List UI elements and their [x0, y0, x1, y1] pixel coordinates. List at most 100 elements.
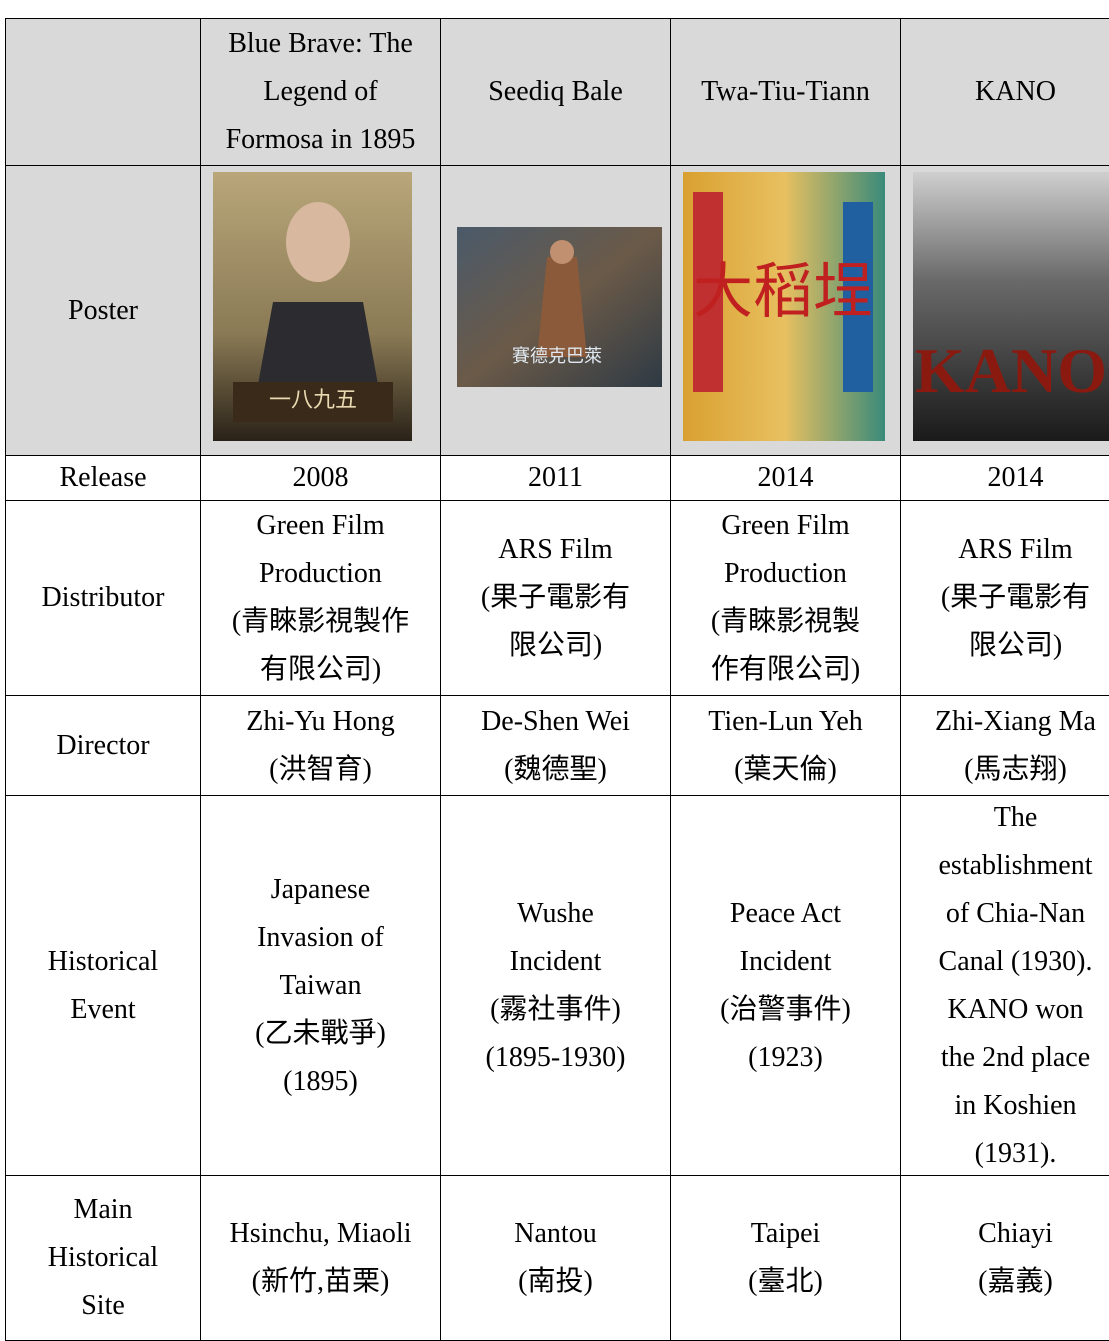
cell-line: Green Film	[256, 510, 385, 541]
table-cell: 2014	[670, 455, 901, 501]
cell-line: Canal (1930).	[938, 945, 1093, 977]
table-cell: De-Shen Wei (魏德聖)	[440, 695, 671, 796]
table: Chiayi (嘉義) Taipei (臺北) Nantou (南投) Hsinchu, M…	[5, 18, 1109, 1341]
cell-line: the 2nd place	[940, 1041, 1091, 1073]
cell-line: Hsinchu, Miaoli	[229, 1218, 412, 1249]
header-cell: Blue Brave: The Legend of Formosa in 1895	[200, 18, 441, 166]
cell-line: (洪智育)	[269, 753, 372, 785]
row-label: Distributor	[5, 500, 201, 696]
table-cell: Peace Act Incident (治警事件) (1923)	[670, 795, 901, 1176]
cell-line: 2014	[757, 462, 814, 493]
table-cell: Green Film Production (青睞影視製作有限公司)	[670, 500, 901, 696]
cell-line: Main	[73, 1194, 133, 1225]
table-cell: The establishment of Chia-Nan Canal (1930).…	[900, 795, 1109, 1176]
table-cell: 2008	[200, 455, 441, 501]
cell-line: Nantou	[514, 1218, 597, 1249]
row-label: Main Historical Site	[5, 1175, 201, 1341]
cell-line: (1931).	[974, 1137, 1057, 1169]
cell-line: Event	[70, 993, 136, 1025]
cell-line: Site	[81, 1290, 125, 1321]
table-cell: Wushe Incident (霧社事件) (1895-1930)	[440, 795, 671, 1176]
table-cell: ARS Film (果子電影有 限公司)	[440, 500, 671, 696]
cell-line: (果子電影有	[940, 582, 1091, 613]
table-cell: Green Film Production (青睞影視製作有限公司)	[200, 500, 441, 696]
cell-line: Release	[59, 462, 147, 493]
cell-line: (乙未戰爭)	[255, 1017, 386, 1049]
cell-line: Invasion of	[257, 921, 384, 953]
cell-line: 作有限公司)	[710, 654, 861, 685]
cell-line: Distributor	[41, 582, 165, 613]
cell-line: Wushe	[517, 897, 594, 929]
header-cell: Twa-Tiu-Tiann	[670, 18, 901, 166]
cell-line: Zhi-Xiang Ma	[935, 705, 1096, 737]
table-cell: 2011	[440, 455, 671, 501]
cell-line: Japanese	[270, 873, 371, 905]
cell-line: 2014	[987, 462, 1044, 493]
cell-line: 2011	[528, 462, 583, 493]
cell-line: Peace Act	[729, 897, 842, 929]
cell-line: (1895-1930)	[485, 1041, 626, 1073]
cell-line: Seediq Bale	[488, 76, 623, 107]
cell-line: ARS Film	[958, 534, 1073, 565]
cell-line: Production	[259, 558, 382, 589]
table-cell: Chiayi (嘉義)	[900, 1175, 1109, 1341]
table-cell: Taipei (臺北)	[670, 1175, 901, 1341]
poster-kano: KANO	[913, 172, 1109, 441]
cell-line: Incident	[739, 945, 832, 977]
cell-line: Blue Brave: The	[228, 28, 413, 59]
cell-line: (嘉義)	[978, 1266, 1053, 1297]
cell-line: Historical	[47, 1242, 159, 1273]
cell-line: Poster	[68, 294, 138, 326]
cell-line: (臺北)	[748, 1266, 823, 1297]
row-label: Historical Event	[5, 795, 201, 1176]
row-label: Poster	[5, 165, 201, 456]
cell-line: Tien-Lun Yeh	[708, 705, 863, 737]
cell-line: The	[993, 801, 1038, 833]
poster-twa-tiu-tiann: 大稻埕	[683, 172, 885, 441]
table-cell: ARS Film (果子電影有 限公司)	[900, 500, 1109, 696]
svg-text:大稻埕: 大稻埕	[693, 259, 873, 325]
cell-line: Legend of	[263, 76, 378, 107]
table-cell: 2014	[900, 455, 1109, 501]
row-label: Director	[5, 695, 201, 796]
cell-line: in Koshien	[954, 1089, 1077, 1121]
cell-line: Formosa in 1895	[225, 124, 416, 155]
poster-seediq-bale: 賽德克巴萊	[457, 227, 662, 387]
cell-line: establishment	[938, 849, 1093, 881]
cell-line: Production	[724, 558, 847, 589]
table-cell: Hsinchu, Miaoli (新竹,苗栗)	[200, 1175, 441, 1341]
cell-line: Taiwan	[279, 969, 362, 1001]
cell-line: (葉天倫)	[734, 753, 837, 785]
cell-line: (治警事件)	[720, 993, 851, 1025]
svg-text:一八九五: 一八九五	[269, 387, 357, 412]
page: Chiayi (嘉義) Taipei (臺北) Nantou (南投) Hsinchu, M…	[5, 18, 1109, 1341]
cell-line: Historical	[47, 945, 159, 977]
cell-line: (新竹,苗栗)	[251, 1266, 390, 1297]
cell-line: Zhi-Yu Hong	[246, 705, 395, 737]
cell-line: Taipei	[750, 1218, 821, 1249]
cell-line: 有限公司)	[259, 654, 382, 685]
svg-text:KANO: KANO	[915, 335, 1107, 406]
cell-line: (南投)	[518, 1266, 593, 1297]
cell-line: (魏德聖)	[504, 753, 607, 785]
cell-line: ARS Film	[498, 534, 613, 565]
poster-blue-brave: 一八九五	[213, 172, 412, 441]
cell-line: (青睞影視製	[710, 606, 861, 637]
cell-line: KANO	[975, 76, 1056, 107]
cell-line: Incident	[509, 945, 602, 977]
cell-line: of Chia-Nan	[945, 897, 1086, 929]
cell-line: Green Film	[721, 510, 850, 541]
cell-line: Twa-Tiu-Tiann	[701, 76, 870, 107]
cell-line: De-Shen Wei	[481, 705, 630, 737]
row-label: Release	[5, 455, 201, 501]
header-corner	[5, 18, 201, 166]
header-cell: Seediq Bale	[440, 18, 671, 166]
table-cell: Nantou (南投)	[440, 1175, 671, 1341]
cell-line: 限公司)	[508, 630, 603, 661]
table-cell: Zhi-Xiang Ma (馬志翔)	[900, 695, 1109, 796]
table-cell: Tien-Lun Yeh (葉天倫)	[670, 695, 901, 796]
cell-line: Director	[56, 729, 150, 761]
table-cell: Zhi-Yu Hong (洪智育)	[200, 695, 441, 796]
table-cell: Japanese Invasion of Taiwan (乙未戰爭) (1895)	[200, 795, 441, 1176]
cell-line: (馬志翔)	[964, 753, 1067, 785]
